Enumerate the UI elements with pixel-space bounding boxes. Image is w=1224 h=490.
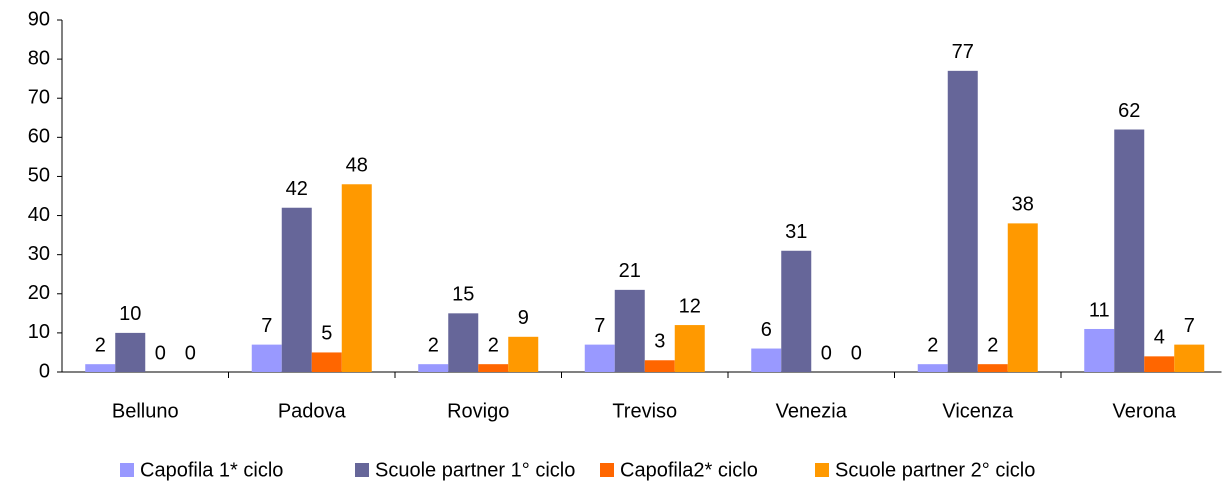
- x-tick-label: Rovigo: [447, 400, 509, 422]
- value-label: 2: [95, 334, 106, 356]
- y-tick-label: 70: [28, 87, 50, 109]
- legend-label: Capofila2* ciclo: [620, 459, 758, 481]
- bar: [418, 364, 449, 372]
- legend-swatch: [600, 463, 614, 477]
- value-label: 11: [1089, 299, 1110, 321]
- bar: [478, 364, 509, 372]
- value-label: 10: [119, 303, 141, 325]
- bar: [311, 352, 342, 372]
- value-label: 7: [261, 315, 272, 337]
- value-label: 62: [1118, 100, 1140, 122]
- bar: [508, 336, 539, 372]
- value-label: 7: [1184, 315, 1195, 337]
- value-label: 15: [452, 284, 474, 306]
- bar: [947, 70, 978, 372]
- y-tick-label: 0: [39, 360, 50, 382]
- value-label: 0: [155, 342, 166, 364]
- legend-label: Capofila 1* ciclo: [140, 459, 283, 481]
- y-tick-label: 10: [28, 321, 50, 343]
- bar: [1174, 344, 1205, 372]
- x-tick-label: Belluno: [112, 400, 179, 422]
- bar: [751, 348, 782, 372]
- bar: [584, 344, 615, 372]
- value-label: 12: [679, 295, 701, 317]
- value-label: 2: [488, 334, 499, 356]
- value-label: 42: [286, 178, 308, 200]
- value-label: 7: [594, 315, 605, 337]
- value-label: 2: [927, 334, 938, 356]
- bar: [448, 313, 479, 372]
- bar: [781, 250, 812, 372]
- bar: [1144, 356, 1175, 372]
- x-tick-label: Venezia: [776, 400, 848, 422]
- y-tick-label: 30: [28, 243, 50, 265]
- y-tick-label: 60: [28, 126, 50, 148]
- bar: [977, 364, 1008, 372]
- bar: [341, 184, 372, 372]
- value-label: 5: [321, 323, 332, 345]
- legend-swatch: [815, 463, 829, 477]
- bar: [674, 325, 705, 372]
- y-tick-label: 50: [28, 165, 50, 187]
- value-label: 9: [518, 307, 529, 329]
- legend-label: Scuole partner 2° ciclo: [835, 459, 1035, 481]
- value-label: 3: [654, 331, 665, 353]
- value-label: 0: [821, 342, 832, 364]
- y-tick-label: 90: [28, 8, 50, 30]
- bar: [1007, 223, 1038, 372]
- bar: [281, 207, 312, 372]
- legend-label: Scuole partner 1° ciclo: [375, 459, 575, 481]
- bar: [644, 360, 675, 372]
- value-label: 4: [1154, 327, 1165, 349]
- value-label: 0: [851, 342, 862, 364]
- bar: [85, 364, 116, 372]
- bar: [1114, 129, 1145, 372]
- value-label: 77: [952, 41, 974, 63]
- x-tick-label: Verona: [1113, 400, 1177, 422]
- value-label: 31: [785, 221, 807, 243]
- value-label: 38: [1012, 194, 1034, 216]
- y-tick-label: 20: [28, 282, 50, 304]
- value-label: 21: [619, 260, 641, 282]
- value-label: 2: [428, 334, 439, 356]
- legend-swatch: [355, 463, 369, 477]
- bar: [1084, 328, 1115, 372]
- bar: [251, 344, 282, 372]
- legend-swatch: [120, 463, 134, 477]
- value-label: 2: [987, 334, 998, 356]
- x-tick-label: Padova: [278, 400, 347, 422]
- value-label: 48: [346, 155, 368, 177]
- bar: [614, 289, 645, 372]
- x-tick-label: Treviso: [612, 400, 677, 422]
- value-label: 6: [761, 319, 772, 341]
- bar: [917, 364, 948, 372]
- bar: [115, 332, 146, 372]
- value-label: 0: [185, 342, 196, 364]
- y-tick-label: 80: [28, 47, 50, 69]
- x-tick-label: Vicenza: [942, 400, 1014, 422]
- y-tick-label: 40: [28, 204, 50, 226]
